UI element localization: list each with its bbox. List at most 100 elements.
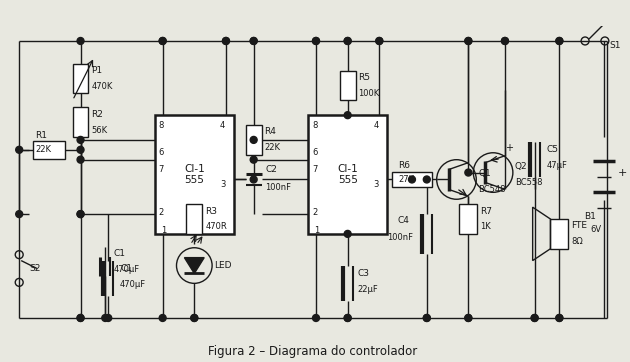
Text: 8: 8 bbox=[159, 121, 164, 130]
Text: 3: 3 bbox=[374, 180, 379, 189]
Circle shape bbox=[465, 315, 472, 321]
Circle shape bbox=[222, 38, 229, 45]
Circle shape bbox=[250, 176, 257, 183]
Text: 4: 4 bbox=[374, 121, 379, 130]
Circle shape bbox=[556, 38, 563, 45]
Text: S1: S1 bbox=[610, 41, 621, 50]
Bar bbox=[33, 141, 65, 159]
Text: 7: 7 bbox=[312, 165, 318, 174]
Text: 6: 6 bbox=[159, 148, 164, 157]
Text: C1: C1 bbox=[113, 249, 125, 258]
Text: 2: 2 bbox=[312, 208, 318, 217]
Circle shape bbox=[250, 38, 257, 45]
Text: BC548: BC548 bbox=[478, 185, 506, 194]
Circle shape bbox=[16, 146, 23, 153]
Circle shape bbox=[222, 38, 229, 45]
Circle shape bbox=[77, 315, 84, 321]
Circle shape bbox=[77, 211, 84, 218]
Text: C4: C4 bbox=[397, 215, 409, 224]
Text: 4: 4 bbox=[220, 121, 226, 130]
Circle shape bbox=[465, 169, 472, 176]
Text: BC558: BC558 bbox=[515, 178, 542, 187]
Text: C5: C5 bbox=[546, 145, 559, 154]
Text: 2: 2 bbox=[159, 208, 164, 217]
Circle shape bbox=[250, 38, 257, 45]
Text: LED: LED bbox=[214, 261, 232, 270]
Text: +: + bbox=[618, 168, 627, 177]
Circle shape bbox=[16, 211, 23, 218]
Circle shape bbox=[344, 315, 351, 321]
Circle shape bbox=[465, 315, 472, 321]
Bar bbox=[308, 115, 387, 234]
Text: C3: C3 bbox=[358, 269, 370, 278]
Circle shape bbox=[77, 211, 84, 218]
Circle shape bbox=[501, 38, 508, 45]
Text: 470R: 470R bbox=[205, 223, 227, 231]
Text: 7: 7 bbox=[159, 165, 164, 174]
Text: 1: 1 bbox=[314, 226, 319, 235]
Circle shape bbox=[344, 38, 351, 45]
Circle shape bbox=[556, 38, 563, 45]
Text: Q1: Q1 bbox=[478, 169, 491, 178]
Circle shape bbox=[250, 136, 257, 143]
Text: 470μF: 470μF bbox=[113, 265, 139, 274]
Circle shape bbox=[159, 38, 166, 45]
Circle shape bbox=[77, 38, 84, 45]
Circle shape bbox=[250, 156, 257, 163]
Circle shape bbox=[159, 38, 166, 45]
Polygon shape bbox=[185, 258, 204, 273]
Bar bbox=[246, 125, 261, 155]
Text: R4: R4 bbox=[265, 127, 277, 136]
Text: 22K: 22K bbox=[265, 143, 280, 152]
Circle shape bbox=[312, 38, 319, 45]
Circle shape bbox=[465, 38, 472, 45]
Circle shape bbox=[531, 315, 538, 321]
Circle shape bbox=[77, 136, 84, 143]
Circle shape bbox=[191, 315, 198, 321]
Circle shape bbox=[556, 315, 563, 321]
Circle shape bbox=[105, 315, 112, 321]
Text: 6: 6 bbox=[312, 148, 318, 157]
Text: C1: C1 bbox=[120, 264, 132, 273]
Text: 1: 1 bbox=[161, 226, 166, 235]
Circle shape bbox=[344, 231, 351, 237]
Text: 6V: 6V bbox=[590, 226, 601, 235]
Circle shape bbox=[423, 315, 430, 321]
Text: 100nF: 100nF bbox=[387, 233, 413, 242]
Text: 22K: 22K bbox=[35, 145, 51, 154]
Bar bbox=[551, 219, 568, 249]
Text: R3: R3 bbox=[205, 207, 217, 216]
Circle shape bbox=[344, 112, 351, 119]
Text: 47μF: 47μF bbox=[546, 161, 568, 170]
Circle shape bbox=[408, 176, 415, 183]
Text: R6: R6 bbox=[398, 161, 410, 170]
Bar bbox=[72, 107, 88, 137]
Text: R1: R1 bbox=[35, 131, 47, 140]
Text: 56K: 56K bbox=[91, 126, 108, 135]
Bar bbox=[459, 204, 478, 234]
Text: 470K: 470K bbox=[91, 82, 113, 91]
Circle shape bbox=[423, 315, 430, 321]
Text: 8Ω: 8Ω bbox=[571, 237, 583, 246]
Text: 1K: 1K bbox=[480, 223, 491, 231]
Bar bbox=[340, 71, 355, 100]
Text: R2: R2 bbox=[91, 110, 103, 119]
Circle shape bbox=[556, 315, 563, 321]
Circle shape bbox=[102, 315, 109, 321]
Text: +: + bbox=[505, 143, 513, 153]
Circle shape bbox=[423, 176, 430, 183]
Bar bbox=[155, 115, 234, 234]
Circle shape bbox=[376, 38, 383, 45]
Text: S2: S2 bbox=[29, 264, 40, 273]
Text: R5: R5 bbox=[358, 73, 370, 82]
Circle shape bbox=[312, 38, 319, 45]
Text: 100nF: 100nF bbox=[265, 183, 292, 192]
Circle shape bbox=[465, 38, 472, 45]
Text: R7: R7 bbox=[480, 207, 492, 216]
Text: 22μF: 22μF bbox=[358, 285, 378, 294]
Text: Figura 2 – Diagrama do controlador: Figura 2 – Diagrama do controlador bbox=[209, 345, 418, 358]
Circle shape bbox=[77, 156, 84, 163]
Text: FTE: FTE bbox=[571, 222, 587, 231]
Text: CI-1
555: CI-1 555 bbox=[337, 164, 358, 185]
Text: 100K: 100K bbox=[358, 89, 380, 98]
